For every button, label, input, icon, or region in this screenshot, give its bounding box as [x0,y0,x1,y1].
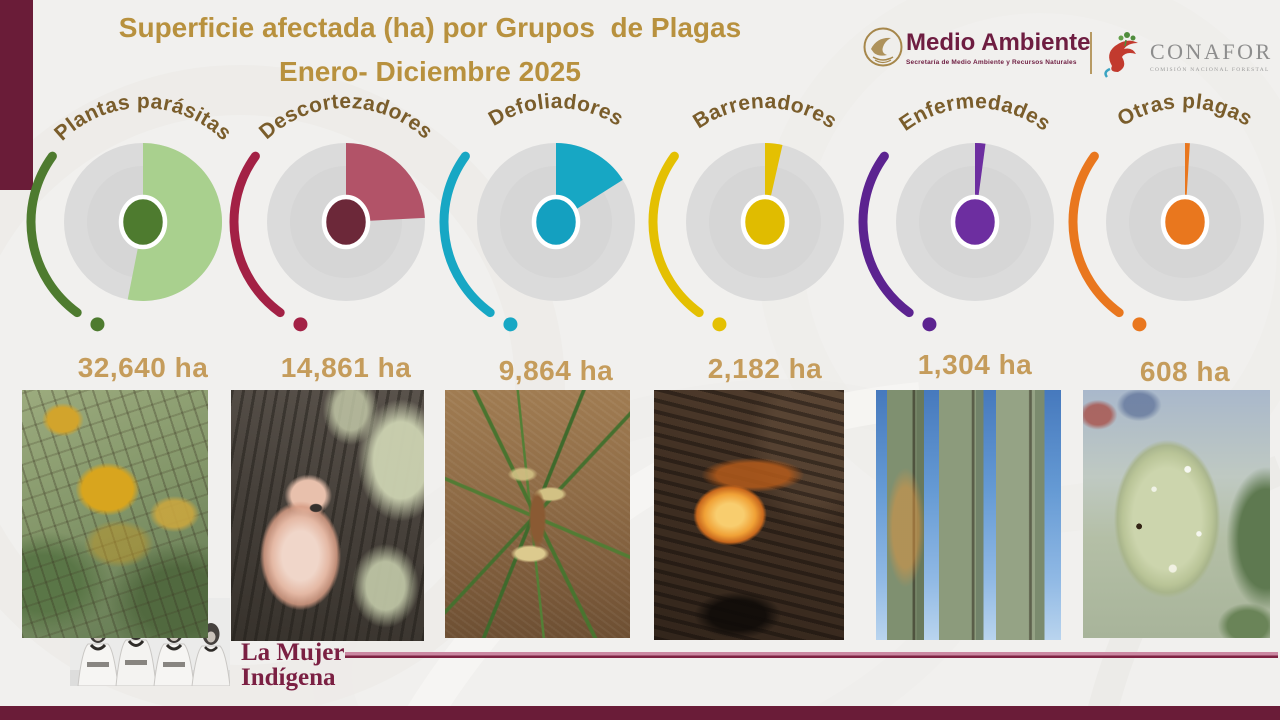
svg-text:Barrenadores: Barrenadores [689,90,841,134]
svg-text:Descortezadores: Descortezadores [255,90,437,144]
gauge-enfermedades: Enfermedades [858,90,1055,332]
logo-separator [1090,32,1092,74]
photo-barrenadores [654,390,844,640]
gauge-arc-dot [1132,317,1147,332]
gauge-value-otras-plagas: 608 ha [1139,356,1231,387]
photo-enfermedades [876,390,1061,640]
gauge-label-defoliadores: Defoliadores [485,90,628,131]
bottom-accent-bar [0,706,1280,720]
campaign-wordmark: La Mujer Indígena [241,640,344,690]
conafor-bird-icon [1104,32,1138,78]
gauge-value-defoliadores: 9,864 ha [498,355,614,386]
photo-plantas-parasitas [22,390,208,638]
medio-ambiente-logo: Medio Ambiente Secretaría de Medio Ambie… [906,29,1091,67]
pie-center-hub [950,194,1000,250]
conafor-subtitle: COMISIÓN NACIONAL FORESTAL [1150,67,1270,73]
page-title: Superficie afectada (ha) por Grupos de P… [50,6,810,94]
government-eagle-seal-icon [863,27,903,67]
gauge-arc [648,151,704,318]
gauge-arc [26,151,82,318]
gauge-label-descortezadores: Descortezadores [255,90,437,144]
gauge-value-barrenadores: 2,182 ha [707,353,823,384]
conafor-logo: CONAFOR COMISIÓN NACIONAL FORESTAL [1150,39,1273,74]
pie-slice-descortezadores [346,143,425,222]
gauge-descortezadores: Descortezadores [229,90,437,332]
campaign-line2: Indígena [241,664,336,691]
gauge-arc-dot [503,317,518,332]
conafor-name: CONAFOR [1150,39,1273,64]
pie-center-hub [1160,194,1210,250]
title-line1: Superficie afectada (ha) por Grupos de P… [118,12,742,43]
gauge-otras-plagas: Otras plagas [1068,90,1264,332]
gauge-defoliadores: Defoliadores [439,90,635,332]
gauge-arc [858,151,914,318]
medio-ambiente-name: Medio Ambiente [906,29,1091,56]
gauge-value-plantas-parasitas: 32,640 ha [77,352,209,383]
gauge-arc-dot [712,317,727,332]
photo-defoliadores [445,390,630,638]
photo-descortezadores [231,390,424,641]
gauge-arc-dot [293,317,308,332]
pie-center-hub [321,194,371,250]
campaign-line1: La Mujer [241,639,345,666]
gauge-label-enfermedades: Enfermedades [895,90,1054,136]
gauge-arc [1068,151,1124,318]
gauge-arc [229,151,285,318]
svg-text:Plantas parásitas: Plantas parásitas [50,90,236,145]
gauge-plantas-parasitas: Plantas parásitas [26,90,236,332]
gauge-arc [439,151,495,318]
gauge-label-otras-plagas: Otras plagas [1114,90,1256,131]
left-accent-bar [0,0,33,190]
svg-text:Defoliadores: Defoliadores [485,90,628,131]
medio-ambiente-subtitle: Secretaría de Medio Ambiente y Recursos … [906,59,1077,66]
svg-text:Otras plagas: Otras plagas [1114,90,1257,131]
gauge-label-barrenadores: Barrenadores [689,90,841,134]
pie-slice-plantas-parasitas [127,143,223,301]
footer-divider-line [345,652,1278,658]
photo-otras-plagas [1083,390,1270,638]
svg-text:Enfermedades: Enfermedades [895,90,1055,136]
pie-center-hub [118,194,168,250]
gauge-value-enfermedades: 1,304 ha [917,349,1033,380]
gauge-arc-dot [90,317,105,332]
pie-center-hub [740,194,790,250]
gauge-value-descortezadores: 14,861 ha [280,352,412,383]
title-line2: Enero- Diciembre 2025 [279,56,581,87]
gauge-arc-dot [922,317,937,332]
gauge-barrenadores: Barrenadores [648,90,844,332]
pie-center-hub [531,194,581,250]
gauge-label-plantas-parasitas: Plantas parásitas [50,90,236,145]
